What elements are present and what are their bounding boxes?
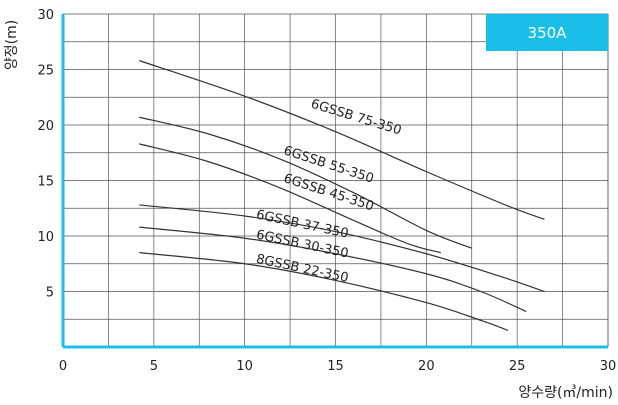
model-badge: 350A xyxy=(486,14,608,51)
curve-6gssb-45-350 xyxy=(139,143,442,254)
y-axis-title: 양정(m) xyxy=(4,20,20,70)
y-tick-label: 20 xyxy=(37,119,54,134)
x-tick-label: 5 xyxy=(150,359,158,374)
y-tick-label: 5 xyxy=(46,286,54,301)
performance-curves xyxy=(139,60,545,331)
x-axis-title: 양수량(㎥/min) xyxy=(518,385,613,401)
curve-label: 6GSSB 75-350 xyxy=(309,97,403,139)
x-tick-label: 15 xyxy=(327,359,344,374)
badge-label: 350A xyxy=(528,24,568,42)
axes xyxy=(61,14,608,349)
curve-6gssb-30-350 xyxy=(139,226,527,313)
curve-6gssb-55-350 xyxy=(139,116,472,249)
tick-labels: 0 5 10 15 20 25 30 5 10 15 20 25 30 xyxy=(37,8,616,374)
y-tick-label: 30 xyxy=(37,8,54,23)
y-tick-label: 15 xyxy=(37,175,54,190)
x-tick-label: 25 xyxy=(509,359,526,374)
x-tick-label: 30 xyxy=(600,359,617,374)
y-tick-label: 10 xyxy=(37,230,54,245)
grid-lines xyxy=(63,13,609,347)
x-tick-label: 20 xyxy=(418,359,435,374)
x-tick-label: 0 xyxy=(59,359,67,374)
x-tick-label: 10 xyxy=(236,359,253,374)
y-tick-label: 25 xyxy=(37,64,54,79)
curve-6gssb-75-350 xyxy=(139,60,545,220)
curve-6gssb-37-350 xyxy=(139,204,545,293)
badge-background xyxy=(486,14,608,51)
curve-8gssb-22-350 xyxy=(139,252,509,331)
